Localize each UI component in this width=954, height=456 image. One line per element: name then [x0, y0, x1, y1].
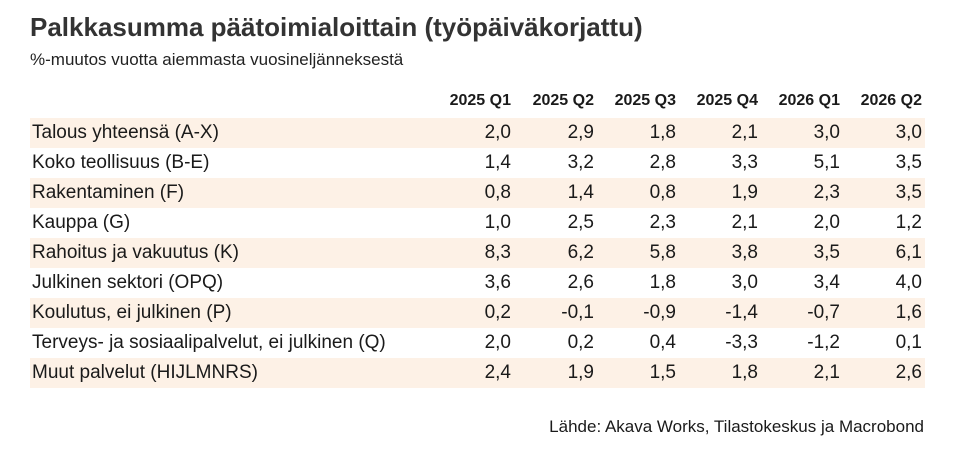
cell-value: 1,4	[567, 182, 594, 203]
cell-value: 3,0	[813, 122, 840, 143]
cell-value: 2,0	[484, 332, 511, 353]
column-header: 2025 Q4	[696, 92, 758, 109]
cell-value: 0,1	[895, 332, 922, 353]
cell-value: 2,4	[484, 362, 511, 383]
cell-value: -0,7	[807, 302, 840, 323]
table-row: Koulutus, ei julkinen (P) 0,2 -0,1 -0,9 -1,4…	[30, 298, 925, 328]
cell-value: 3,6	[484, 272, 511, 293]
cell-value: 1,2	[895, 212, 922, 233]
cell-value: 2,9	[567, 122, 594, 143]
cell-value: 6,1	[895, 242, 922, 263]
table-row: Rahoitus ja vakuutus (K) 8,3 6,2 5,8 3,8 3,5 6…	[30, 238, 925, 268]
cell-value: -3,3	[725, 332, 758, 353]
column-header: 2026 Q1	[778, 92, 840, 109]
cell-value: 6,2	[567, 242, 594, 263]
row-label: Koko teollisuus (B-E)	[32, 152, 210, 173]
cell-value: 5,8	[649, 242, 676, 263]
table-row: Terveys- ja sosiaalipalvelut, ei julkine…	[30, 328, 925, 358]
cell-value: 2,3	[813, 182, 840, 203]
table-row: Talous yhteensä (A-X) 2,0 2,9 1,8 2,1 3,0 3,0	[30, 118, 925, 148]
cell-value: 3,0	[731, 272, 758, 293]
cell-value: 5,1	[813, 152, 840, 173]
cell-value: 2,0	[484, 122, 511, 143]
cell-value: 8,3	[484, 242, 511, 263]
cell-value: 1,8	[649, 122, 676, 143]
cell-value: 2,6	[567, 272, 594, 293]
column-header: 2025 Q2	[532, 92, 594, 109]
cell-value: 0,4	[649, 332, 676, 353]
table-row: Koko teollisuus (B-E) 1,4 3,2 2,8 3,3 5,1 3,5	[30, 148, 925, 178]
cell-value: -1,2	[807, 332, 840, 353]
cell-value: 1,6	[895, 302, 922, 323]
cell-value: 2,1	[813, 362, 840, 383]
cell-value: 2,5	[567, 212, 594, 233]
table-row: Kauppa (G) 1,0 2,5 2,3 2,1 2,0 1,2	[30, 208, 925, 238]
cell-value: 3,2	[567, 152, 594, 173]
row-label: Koulutus, ei julkinen (P)	[32, 302, 232, 323]
table-row: Rakentaminen (F) 0,8 1,4 0,8 1,9 2,3 3,5	[30, 178, 925, 208]
cell-value: 1,5	[649, 362, 676, 383]
title: Palkkasumma päätoimialoittain (työpäiväk…	[30, 12, 643, 42]
row-label: Rahoitus ja vakuutus (K)	[32, 242, 239, 263]
row-label: Terveys- ja sosiaalipalvelut, ei julkine…	[32, 332, 386, 353]
cell-value: 2,8	[649, 152, 676, 173]
cell-value: 0,8	[484, 182, 511, 203]
cell-value: 3,8	[731, 242, 758, 263]
cell-value: 0,2	[484, 302, 511, 323]
cell-value: 2,0	[813, 212, 840, 233]
cell-value: 3,4	[813, 272, 840, 293]
cell-value: 2,6	[895, 362, 922, 383]
cell-value: 4,0	[895, 272, 922, 293]
cell-value: 1,8	[649, 272, 676, 293]
cell-value: 1,0	[484, 212, 511, 233]
cell-value: 2,3	[649, 212, 676, 233]
cell-value: -0,9	[643, 302, 676, 323]
column-header: 2025 Q1	[449, 92, 511, 109]
cell-value: -0,1	[561, 302, 594, 323]
cell-value: 3,5	[895, 152, 922, 173]
subtitle: %-muutos vuotta aiemmasta vuosineljännek…	[30, 50, 404, 69]
cell-value: 1,4	[484, 152, 511, 173]
cell-value: 0,8	[649, 182, 676, 203]
cell-value: 0,2	[567, 332, 594, 353]
column-header: 2025 Q3	[614, 92, 676, 109]
row-label: Kauppa (G)	[32, 212, 131, 233]
cell-value: 3,5	[895, 182, 922, 203]
row-label: Muut palvelut (HIJLMNRS)	[32, 362, 258, 383]
table-row: Muut palvelut (HIJLMNRS) 2,4 1,9 1,5 1,8 2,1 2…	[30, 358, 925, 388]
cell-value: -1,4	[725, 302, 758, 323]
cell-value: 2,1	[731, 212, 758, 233]
cell-value: 1,9	[567, 362, 594, 383]
row-label: Talous yhteensä (A-X)	[32, 122, 219, 143]
cell-value: 1,8	[731, 362, 758, 383]
row-label: Rakentaminen (F)	[32, 182, 185, 203]
column-header: 2026 Q2	[860, 92, 922, 109]
cell-value: 2,1	[731, 122, 758, 143]
cell-value: 3,5	[813, 242, 840, 263]
cell-value: 3,3	[731, 152, 758, 173]
row-label: Julkinen sektori (OPQ)	[32, 272, 224, 293]
table-row: Julkinen sektori (OPQ) 3,6 2,6 1,8 3,0 3,4 4,0	[30, 268, 925, 298]
cell-value: 1,9	[731, 182, 758, 203]
cell-value: 3,0	[895, 122, 922, 143]
source: Lähde: Akava Works, Tilastokeskus ja Mac…	[549, 417, 924, 436]
